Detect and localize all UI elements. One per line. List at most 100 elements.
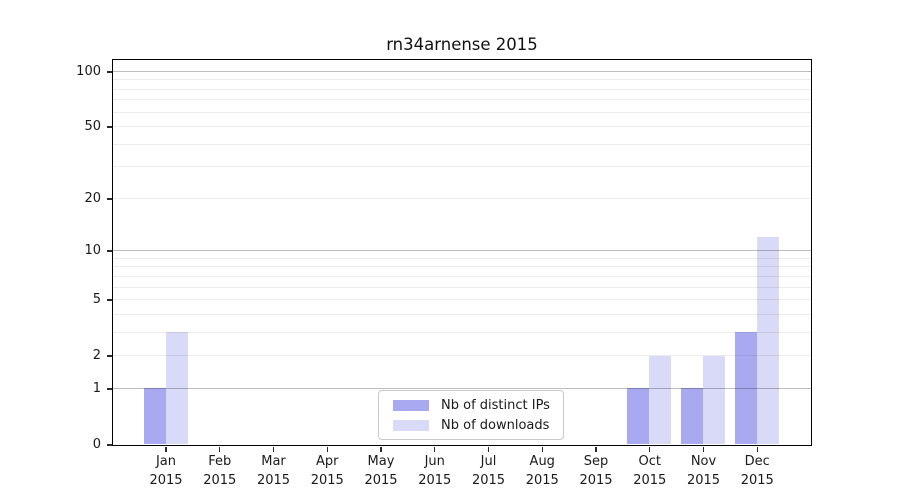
gridline-y-9	[112, 257, 811, 259]
gridline-y-7	[112, 275, 811, 277]
x-tick-label-jun: Jun 2015	[402, 452, 468, 490]
y-tick-0	[106, 444, 112, 446]
y-tick-100	[106, 71, 112, 73]
x-tick-label-year: 2015	[633, 473, 667, 488]
bar-downloads-oct	[649, 355, 672, 445]
x-tick-label-month: Jun	[424, 454, 445, 469]
y-tick-1	[106, 388, 112, 390]
gridline-y-60	[112, 111, 811, 113]
x-tick-label-year: 2015	[149, 473, 183, 488]
chart-title: rn34arnense 2015	[386, 35, 538, 54]
x-tick-label-may: May 2015	[348, 452, 414, 490]
x-tick-label-sep: Sep 2015	[563, 452, 629, 490]
x-tick-sep	[595, 446, 597, 452]
x-tick-label-month: Mar	[261, 454, 286, 469]
x-tick-label-jul: Jul 2015	[456, 452, 522, 490]
bar-downloads-dec	[756, 237, 779, 445]
legend-item-0: Nb of distinct IPs	[393, 395, 550, 415]
x-tick-label-year: 2015	[203, 473, 237, 488]
y-tick-label-1: 1	[92, 380, 101, 396]
legend-swatch-1	[393, 419, 429, 431]
legend-label-0: Nb of distinct IPs	[441, 397, 550, 413]
bar-distinct-ips-nov	[681, 388, 703, 445]
y-tick-5	[106, 299, 112, 301]
gridline-y-2	[112, 355, 811, 357]
x-tick-label-year: 2015	[418, 473, 452, 488]
legend-item-1: Nb of downloads	[393, 415, 550, 435]
x-tick-label-month: Jan	[155, 454, 177, 469]
x-tick-oct	[649, 446, 651, 452]
gridline-y-1	[112, 387, 811, 389]
x-tick-jul	[487, 446, 490, 452]
gridline-y-70	[112, 99, 811, 101]
y-tick-label-2: 2	[92, 348, 101, 364]
bar-downloads-jan	[165, 332, 188, 445]
x-tick-label-nov: Nov 2015	[671, 452, 737, 490]
x-tick-label-month: Nov	[690, 454, 717, 469]
x-tick-dec	[756, 446, 758, 452]
x-tick-label-year: 2015	[310, 473, 344, 488]
x-tick-label-year: 2015	[256, 473, 291, 488]
y-tick-50	[106, 126, 112, 128]
x-tick-label-jan: Jan 2015	[133, 452, 199, 490]
x-tick-label-mar: Mar 2015	[241, 452, 307, 490]
x-tick-feb	[219, 446, 221, 452]
bar-distinct-ips-jan	[143, 388, 166, 445]
gridline-y-3	[112, 331, 811, 333]
x-tick-label-feb: Feb 2015	[187, 452, 253, 490]
x-tick-aug	[541, 446, 543, 452]
x-tick-nov	[702, 446, 705, 452]
x-tick-label-month: Jul	[480, 454, 497, 469]
gridline-y-8	[112, 266, 811, 268]
x-tick-label-year: 2015	[471, 473, 506, 488]
gridline-y-80	[112, 88, 811, 90]
y-tick-20	[106, 198, 112, 200]
x-tick-jan	[165, 446, 167, 452]
gridline-y-6	[112, 286, 811, 288]
x-tick-label-year: 2015	[740, 473, 774, 488]
x-tick-label-oct: Oct 2015	[617, 452, 683, 490]
gridline-y-30	[112, 166, 811, 168]
x-tick-jun	[434, 446, 436, 452]
y-tick-10	[106, 250, 112, 252]
x-tick-label-month: Oct	[638, 454, 661, 469]
x-tick-apr	[326, 446, 328, 452]
gridline-y-4	[112, 313, 811, 315]
plot-area	[111, 58, 812, 446]
gridline-y-40	[112, 143, 811, 145]
legend: Nb of distinct IPs Nb of downloads	[378, 390, 564, 440]
y-tick-label-10: 10	[84, 243, 101, 259]
y-tick-label-100: 100	[76, 63, 101, 79]
gridline-y-90	[112, 79, 811, 81]
x-tick-mar	[272, 446, 275, 452]
x-tick-label-aug: Aug 2015	[509, 452, 575, 490]
x-tick-label-month: Dec	[744, 454, 770, 469]
y-tick-label-50: 50	[84, 119, 101, 135]
x-tick-label-month: May	[367, 454, 395, 469]
x-tick-label-month: Aug	[529, 454, 555, 469]
x-tick-label-year: 2015	[579, 473, 613, 488]
gridline-y-50	[112, 126, 811, 128]
x-tick-label-year: 2015	[364, 473, 398, 488]
bar-downloads-nov	[703, 355, 725, 445]
x-tick-label-year: 2015	[686, 473, 721, 488]
x-tick-label-dec: Dec 2015	[724, 452, 790, 490]
gridline-y-10	[112, 250, 811, 252]
x-tick-label-month: Sep	[583, 454, 609, 469]
y-tick-label-20: 20	[84, 190, 101, 206]
x-tick-label-month: Apr	[316, 454, 339, 469]
legend-label-1: Nb of downloads	[441, 417, 550, 433]
gridline-y-20	[112, 197, 811, 199]
x-tick-label-month: Feb	[208, 454, 232, 469]
legend-swatch-0	[393, 399, 429, 411]
x-tick-may	[380, 446, 382, 452]
y-tick-label-0: 0	[92, 437, 101, 452]
y-tick-2	[106, 355, 112, 357]
x-tick-label-year: 2015	[525, 473, 559, 488]
bar-distinct-ips-dec	[734, 332, 757, 445]
x-tick-label-apr: Apr 2015	[294, 452, 360, 490]
y-tick-label-5: 5	[92, 292, 101, 308]
bar-distinct-ips-oct	[627, 388, 650, 445]
gridline-y-100	[112, 70, 811, 72]
